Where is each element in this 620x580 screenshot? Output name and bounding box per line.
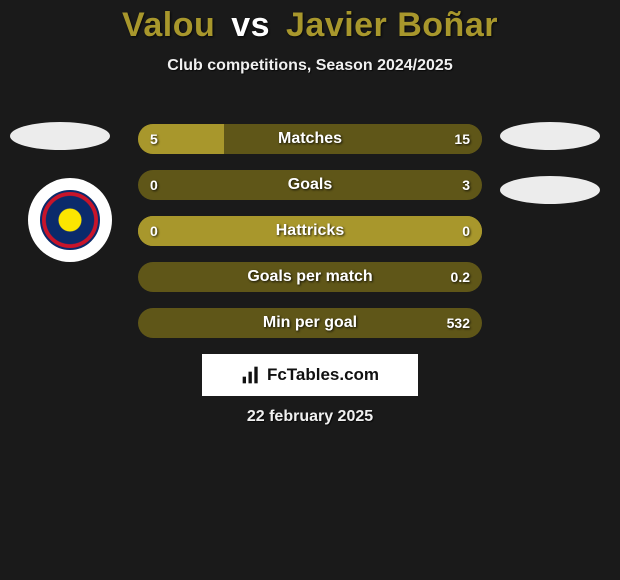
player1-name: Valou	[122, 6, 215, 44]
bar-row: Hattricks00	[138, 216, 482, 246]
bar-track	[138, 216, 482, 246]
club-logo-inner	[40, 190, 100, 250]
page-title: Valou vs Javier Boñar	[0, 0, 620, 45]
bar-row: Goals03	[138, 170, 482, 200]
bar-value-right: 532	[447, 308, 470, 338]
badge-right-ellipse-2	[500, 176, 600, 204]
brand-text: FcTables.com	[267, 365, 379, 385]
bar-value-left: 0	[150, 216, 158, 246]
bar-value-right: 0.2	[451, 262, 470, 292]
badge-right-ellipse	[500, 122, 600, 150]
badge-left-ellipse	[10, 122, 110, 150]
brand-banner: FcTables.com	[202, 354, 418, 396]
bar-row: Min per goal532	[138, 308, 482, 338]
club-logo-left	[28, 178, 112, 262]
bar-track	[138, 124, 482, 154]
bar-track	[138, 308, 482, 338]
bar-fill-left	[138, 216, 482, 246]
bar-track	[138, 170, 482, 200]
bar-value-right: 3	[462, 170, 470, 200]
bar-value-left: 5	[150, 124, 158, 154]
bar-value-left: 0	[150, 170, 158, 200]
player2-name: Javier Boñar	[286, 6, 498, 44]
bar-track	[138, 262, 482, 292]
vs-text: vs	[231, 6, 270, 44]
bar-value-right: 0	[462, 216, 470, 246]
subtitle: Club competitions, Season 2024/2025	[0, 57, 620, 75]
bar-value-right: 15	[454, 124, 470, 154]
comparison-bars: Matches515Goals03Hattricks00Goals per ma…	[138, 124, 482, 354]
bar-fill-right	[224, 124, 482, 154]
bar-row: Goals per match0.2	[138, 262, 482, 292]
bar-row: Matches515	[138, 124, 482, 154]
date-text: 22 february 2025	[0, 408, 620, 426]
bar-chart-icon	[241, 365, 261, 385]
